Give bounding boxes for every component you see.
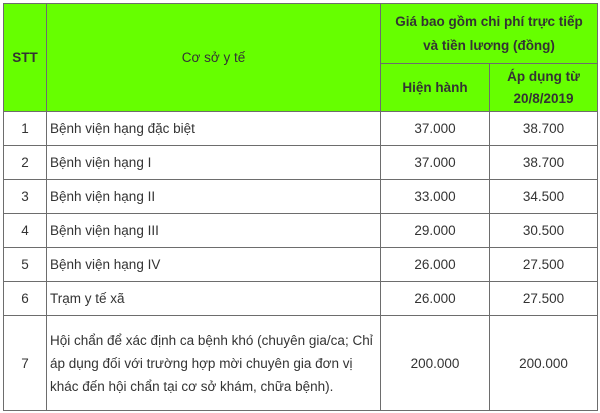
row-facility: Bệnh viện hạng II xyxy=(46,179,381,214)
row-stt: 1 xyxy=(3,111,47,146)
row-current-price: 26.000 xyxy=(380,281,490,316)
header-facility: Cơ sở y tế xyxy=(46,3,381,112)
row-new-price: 27.500 xyxy=(489,281,598,316)
row-current-price: 37.000 xyxy=(380,111,490,146)
table-row: 5 Bệnh viện hạng IV 26.000 27.500 xyxy=(3,247,598,282)
table-row: 3 Bệnh viện hạng II 33.000 34.500 xyxy=(3,179,598,214)
row-current-price: 37.000 xyxy=(380,145,490,180)
row-facility: Bệnh viện hạng đặc biệt xyxy=(46,111,381,146)
header-new: Áp dụng từ 20/8/2019 xyxy=(489,63,598,112)
row-stt: 6 xyxy=(3,281,47,316)
row-stt: 3 xyxy=(3,179,47,214)
row-new-price: 34.500 xyxy=(489,179,598,214)
table-row: 1 Bệnh viện hạng đặc biệt 37.000 38.700 xyxy=(3,111,598,146)
row-facility: Bệnh viện hạng III xyxy=(46,213,381,248)
row-new-price: 200.000 xyxy=(489,315,598,411)
row-stt: 2 xyxy=(3,145,47,180)
row-new-price: 30.500 xyxy=(489,213,598,248)
row-current-price: 200.000 xyxy=(380,315,490,411)
row-current-price: 26.000 xyxy=(380,247,490,282)
row-current-price: 33.000 xyxy=(380,179,490,214)
price-table: STT Cơ sở y tế Giá bao gồm chi phí trực … xyxy=(3,3,598,411)
table-row: 2 Bệnh viện hạng I 37.000 38.700 xyxy=(3,145,598,180)
row-facility: Bệnh viện hạng I xyxy=(46,145,381,180)
row-stt: 7 xyxy=(3,315,47,411)
row-new-price: 38.700 xyxy=(489,111,598,146)
row-facility: Trạm y tế xã xyxy=(46,281,381,316)
table-row: 7 Hội chẩn để xác định ca bệnh khó (chuyê… xyxy=(3,315,598,411)
row-stt: 5 xyxy=(3,247,47,282)
row-new-price: 38.700 xyxy=(489,145,598,180)
row-stt: 4 xyxy=(3,213,47,248)
table-row: 6 Trạm y tế xã 26.000 27.500 xyxy=(3,281,598,316)
table-row: 4 Bệnh viện hạng III 29.000 30.500 xyxy=(3,213,598,248)
row-current-price: 29.000 xyxy=(380,213,490,248)
header-current: Hiện hành xyxy=(380,63,490,112)
row-new-price: 27.500 xyxy=(489,247,598,282)
row-facility: Hội chẩn để xác định ca bệnh khó (chuyên… xyxy=(46,315,381,411)
header-stt: STT xyxy=(3,3,47,112)
row-facility: Bệnh viện hạng IV xyxy=(46,247,381,282)
header-price-group: Giá bao gồm chi phí trực tiếp và tiền lư… xyxy=(380,3,598,64)
